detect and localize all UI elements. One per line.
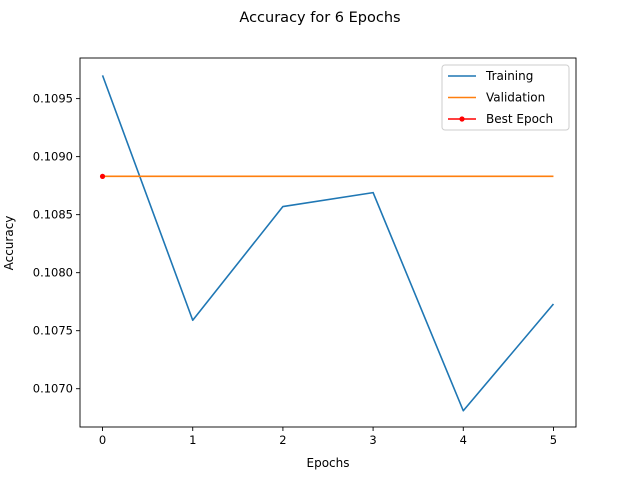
x-axis-label: Epochs: [307, 456, 350, 470]
y-tick-label: 0.1070: [33, 382, 73, 396]
y-axis-label: Accuracy: [2, 216, 16, 271]
x-tick-label: 0: [99, 433, 106, 447]
y-tick-label: 0.1080: [33, 266, 73, 280]
x-tick-label: 1: [189, 433, 196, 447]
x-tick-label: 2: [279, 433, 286, 447]
best-epoch-marker: [99, 173, 106, 179]
x-tick-label: 4: [460, 433, 467, 447]
legend-label: Training: [485, 69, 533, 83]
x-tick-label: 3: [369, 433, 376, 447]
x-tick-label: 5: [550, 433, 557, 447]
series-line-training: [101, 75, 555, 412]
legend: Training Validation Best Epoch: [441, 64, 570, 131]
chart-title: Accuracy for 6 Epochs: [239, 10, 400, 26]
y-tick-label: 0.1075: [33, 324, 73, 338]
legend-label: Validation: [486, 91, 545, 105]
legend-box: [441, 64, 570, 131]
legend-label: Best Epoch: [486, 112, 553, 126]
plot-area: 0 1 2 3 4 5 0.1070 0.1075 0.1080 0.1085 0.1090 0.10…: [33, 57, 577, 447]
y-tick-label: 0.1085: [33, 208, 73, 222]
y-tick-label: 0.1095: [33, 92, 73, 106]
legend-marker-best-epoch: [459, 116, 465, 122]
y-tick-label: 0.1090: [33, 150, 73, 164]
plot-frame: [79, 57, 577, 428]
